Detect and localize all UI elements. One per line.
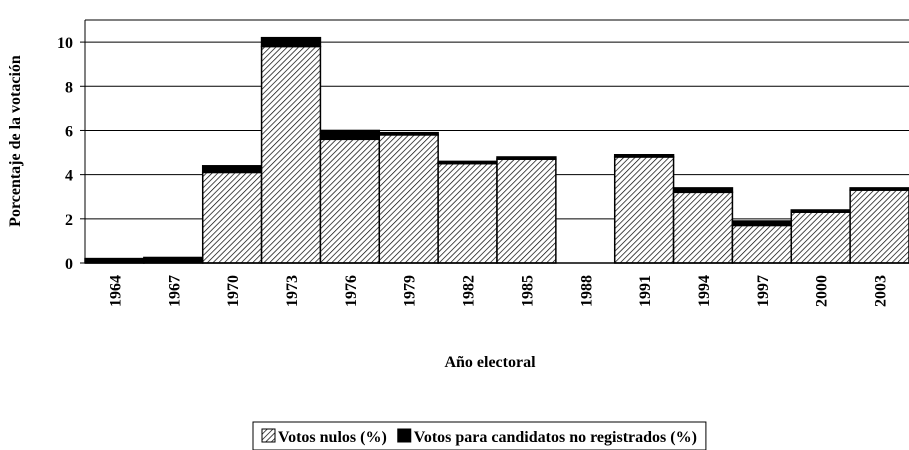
y-tick-label: 6 — [65, 123, 73, 140]
x-tick-label: 1982 — [461, 275, 478, 307]
bar-segment — [437, 160, 498, 165]
bar-segment — [260, 45, 322, 264]
bar-segment — [260, 36, 322, 48]
y-axis-label: Porcentaje de la votación — [7, 55, 24, 227]
x-tick-label: 1973 — [284, 275, 301, 307]
bar-segment — [437, 162, 498, 264]
bar-segment — [849, 187, 909, 191]
legend-label: Votos nulos (%) — [278, 429, 387, 446]
x-tick-label: 1979 — [402, 275, 419, 307]
x-tick-label: 1988 — [578, 275, 595, 307]
bar-segment — [143, 256, 204, 264]
y-tick-label: 8 — [65, 79, 73, 96]
legend-label: Votos para candidatos no registrados (%) — [414, 429, 697, 446]
x-tick-label: 2000 — [814, 275, 831, 307]
x-tick-label: 1985 — [519, 275, 536, 307]
x-axis-label: Año electoral — [444, 354, 536, 371]
bar-segment — [201, 165, 263, 174]
bar-segment — [496, 156, 557, 160]
x-tick-label: 1964 — [107, 275, 124, 307]
bar-segment — [496, 158, 557, 264]
bar-segment — [613, 154, 675, 158]
bar-segment — [790, 209, 851, 213]
bar-segment — [731, 224, 793, 264]
x-tick-label: 1967 — [166, 275, 183, 307]
bar-segment — [201, 171, 263, 264]
x-tick-label: 1991 — [637, 275, 654, 307]
y-tick-label: 2 — [65, 212, 73, 229]
legend-swatch — [397, 428, 412, 443]
bar-segment — [672, 187, 734, 194]
x-tick-label: 2003 — [873, 275, 890, 307]
bar-segment — [731, 220, 793, 227]
bar-segment — [613, 156, 675, 264]
bar-segment — [319, 129, 381, 141]
bar-segment — [790, 211, 851, 264]
bar-segment — [319, 138, 381, 264]
x-tick-label: 1976 — [343, 275, 360, 307]
legend-swatch — [261, 428, 276, 443]
y-tick-label: 4 — [65, 168, 73, 185]
bar-segment — [672, 191, 734, 264]
bar-segment — [378, 134, 439, 264]
legend-box — [252, 421, 707, 450]
bar-segment — [849, 189, 909, 264]
y-tick-label: 10 — [57, 35, 73, 52]
y-tick-label: 0 — [65, 256, 73, 273]
x-tick-label: 1997 — [755, 275, 772, 307]
x-tick-label: 1994 — [696, 275, 713, 307]
bar-segment — [378, 131, 439, 136]
x-tick-label: 1970 — [225, 275, 242, 307]
